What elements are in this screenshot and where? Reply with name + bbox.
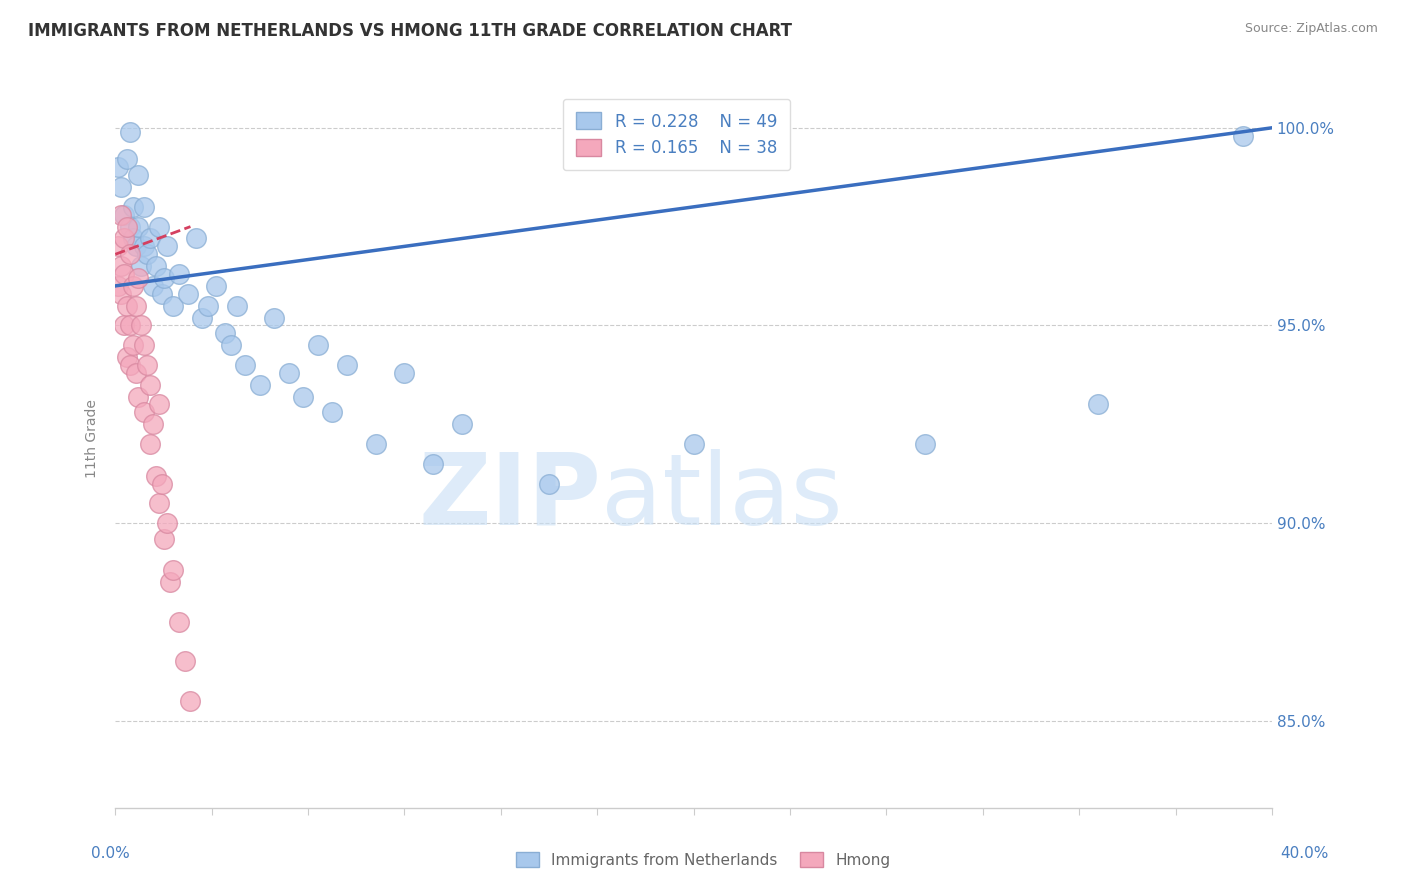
Point — [124, 366, 146, 380]
Point — [394, 366, 416, 380]
Point — [145, 468, 167, 483]
Text: Source: ZipAtlas.com: Source: ZipAtlas.com — [1244, 22, 1378, 36]
Point — [197, 299, 219, 313]
Point — [121, 279, 143, 293]
Point — [156, 239, 179, 253]
Point — [110, 180, 132, 194]
Point — [162, 299, 184, 313]
Point — [112, 208, 135, 222]
Point — [134, 405, 156, 419]
Point — [134, 338, 156, 352]
Point — [336, 358, 359, 372]
Point — [153, 271, 176, 285]
Point — [321, 405, 343, 419]
Point — [186, 231, 208, 245]
Text: 0.0%: 0.0% — [91, 846, 131, 861]
Point — [537, 476, 560, 491]
Point — [118, 318, 141, 333]
Point — [263, 310, 285, 325]
Point — [121, 338, 143, 352]
Point — [115, 299, 138, 313]
Point — [682, 437, 704, 451]
Point — [124, 299, 146, 313]
Point — [277, 366, 299, 380]
Point — [107, 279, 129, 293]
Point — [136, 358, 159, 372]
Legend: R = 0.228    N = 49, R = 0.165    N = 38: R = 0.228 N = 49, R = 0.165 N = 38 — [564, 99, 790, 170]
Point — [118, 358, 141, 372]
Point — [127, 271, 149, 285]
Point — [176, 286, 198, 301]
Point — [127, 390, 149, 404]
Point — [148, 219, 170, 234]
Point — [148, 496, 170, 510]
Point — [110, 259, 132, 273]
Point — [118, 219, 141, 234]
Point — [145, 259, 167, 273]
Point — [136, 247, 159, 261]
Point — [422, 457, 444, 471]
Point — [156, 516, 179, 530]
Point — [121, 231, 143, 245]
Point — [364, 437, 387, 451]
Point — [124, 239, 146, 253]
Point — [167, 267, 190, 281]
Text: ZIP: ZIP — [418, 449, 600, 546]
Point — [225, 299, 247, 313]
Legend: Immigrants from Netherlands, Hmong: Immigrants from Netherlands, Hmong — [503, 839, 903, 880]
Point — [914, 437, 936, 451]
Point — [107, 239, 129, 253]
Point — [167, 615, 190, 629]
Point — [142, 417, 165, 432]
Point — [112, 318, 135, 333]
Point — [191, 310, 214, 325]
Point — [142, 279, 165, 293]
Point — [162, 564, 184, 578]
Point — [129, 318, 152, 333]
Point — [118, 125, 141, 139]
Point — [107, 161, 129, 175]
Point — [153, 532, 176, 546]
Point — [235, 358, 257, 372]
Text: IMMIGRANTS FROM NETHERLANDS VS HMONG 11TH GRADE CORRELATION CHART: IMMIGRANTS FROM NETHERLANDS VS HMONG 11T… — [28, 22, 792, 40]
Point — [129, 259, 152, 273]
Point — [115, 350, 138, 364]
Point — [451, 417, 474, 432]
Point — [127, 168, 149, 182]
Point — [118, 247, 141, 261]
Point — [139, 231, 162, 245]
Point — [115, 219, 138, 234]
Point — [292, 390, 315, 404]
Point — [110, 208, 132, 222]
Point — [139, 377, 162, 392]
Point — [110, 286, 132, 301]
Point — [112, 267, 135, 281]
Point — [121, 200, 143, 214]
Text: atlas: atlas — [600, 449, 842, 546]
Point — [148, 397, 170, 411]
Point — [1232, 128, 1254, 143]
Point — [307, 338, 329, 352]
Point — [134, 239, 156, 253]
Y-axis label: 11th Grade: 11th Grade — [86, 399, 100, 477]
Point — [150, 476, 173, 491]
Point — [115, 153, 138, 167]
Text: 40.0%: 40.0% — [1281, 846, 1329, 861]
Point — [159, 575, 181, 590]
Point — [173, 654, 195, 668]
Point — [249, 377, 271, 392]
Point — [150, 286, 173, 301]
Point — [139, 437, 162, 451]
Point — [1087, 397, 1109, 411]
Point — [179, 694, 201, 708]
Point — [112, 231, 135, 245]
Point — [219, 338, 242, 352]
Point — [127, 219, 149, 234]
Point — [205, 279, 228, 293]
Point — [214, 326, 236, 341]
Point — [134, 200, 156, 214]
